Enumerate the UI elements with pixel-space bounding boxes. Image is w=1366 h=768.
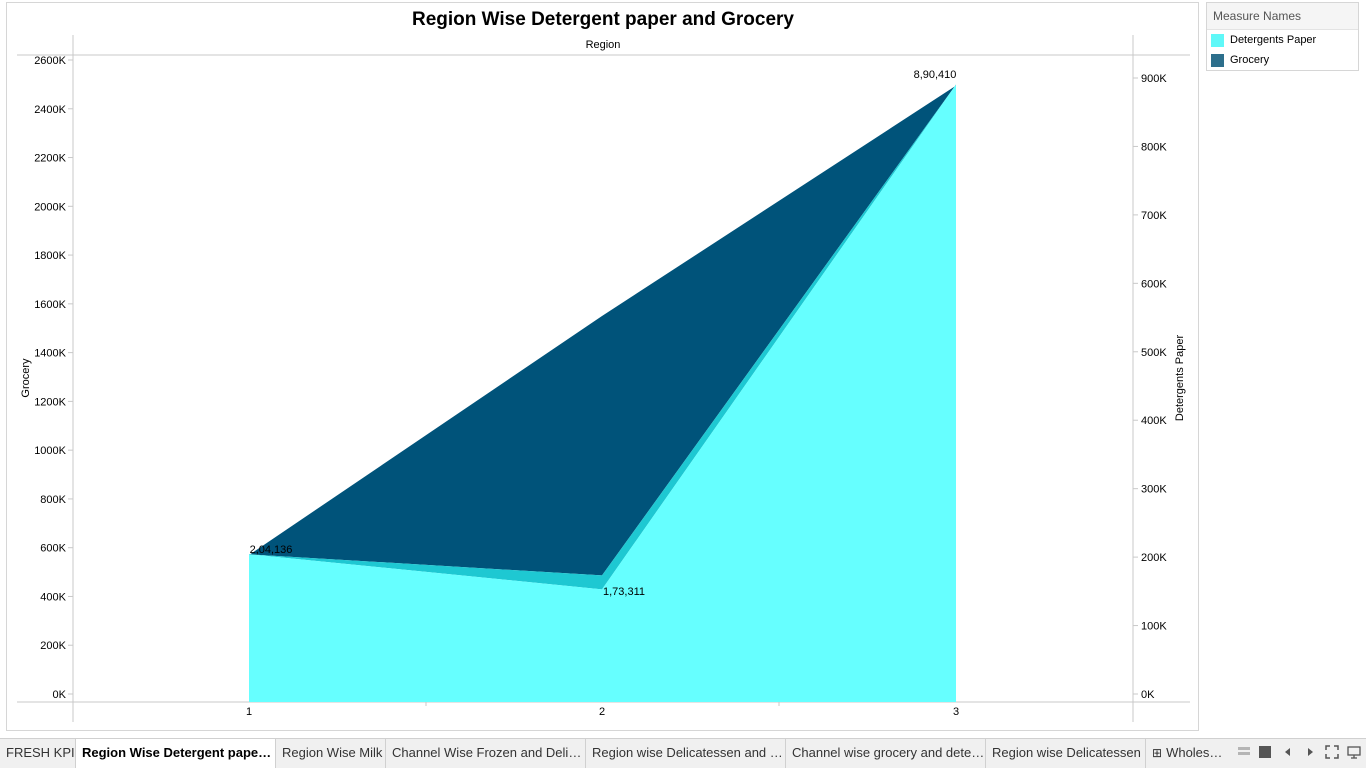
right-tick-label: 100K [1141,621,1167,633]
detergents-paper-area[interactable] [249,84,956,702]
right-tick-label: 0K [1141,689,1155,701]
legend-label: Grocery [1230,54,1270,66]
tab-wholesale[interactable]: ⊞ Wholesale [1146,739,1224,768]
tab-region-wise-delicatessen[interactable]: Region wise Delicatessen [986,739,1146,768]
tab-region-wise-delicatessen-and[interactable]: Region wise Delicatessen and D... [586,739,786,768]
x-tick-label: 1 [246,706,252,718]
x-axis-header: Region [586,39,621,51]
data-label: 8,90,410 [914,69,957,81]
prev-icon[interactable] [1280,745,1296,761]
left-tick-label: 400K [40,591,66,603]
sheet-tab-bar: FRESH KPI Region Wise Detergent paper a.… [0,738,1366,768]
data-label: 2,04,136 [250,544,293,556]
left-tick-label: 2000K [34,201,66,213]
right-tick-label: 900K [1141,73,1167,85]
right-tick-label: 400K [1141,415,1167,427]
grid-view-icon[interactable] [1236,745,1252,761]
present-icon[interactable] [1346,745,1362,761]
y-axis-left-label: Grocery [20,358,32,398]
dashboard-icon: ⊞ [1152,746,1163,760]
left-tick-label: 1400K [34,348,66,360]
left-tick-label: 1000K [34,445,66,457]
tab-fresh-kpi[interactable]: FRESH KPI [0,739,76,768]
left-tick-label: 0K [53,689,67,701]
left-tick-label: 2400K [34,104,66,116]
tab-channel-wise-frozen[interactable]: Channel Wise Frozen and Delica... [386,739,586,768]
left-tick-label: 2600K [34,55,66,67]
tab-region-wise-detergent-paper[interactable]: Region Wise Detergent paper a... [76,739,276,768]
grocery-area[interactable] [249,84,956,576]
tab-channel-wise-grocery[interactable]: Channel wise grocery and deter... [786,739,986,768]
next-icon[interactable] [1302,745,1318,761]
single-view-icon[interactable] [1257,745,1273,761]
legend-title: Measure Names [1207,3,1358,30]
right-tick-label: 800K [1141,141,1167,153]
left-tick-label: 800K [40,494,66,506]
tab-label: Wholesale [1166,745,1224,760]
left-tick-label: 1600K [34,299,66,311]
area-chart[interactable]: Region Wise Detergent paper and Grocery … [0,0,1200,735]
right-tick-label: 600K [1141,278,1167,290]
legend-swatch-grocery [1211,53,1224,67]
right-tick-label: 700K [1141,210,1167,222]
chart-title: Region Wise Detergent paper and Grocery [412,9,794,30]
dashboard-viz: Region Wise Detergent paper and Grocery … [0,0,1359,735]
plot-area: 0K200K400K600K800K1000K1200K1400K1600K18… [17,35,1190,722]
data-label: 1,73,311 [603,586,645,598]
right-tick-label: 200K [1141,552,1167,564]
x-tick-label: 3 [953,706,959,718]
legend-item-grocery[interactable]: Grocery [1207,50,1358,70]
left-tick-label: 200K [40,640,66,652]
right-tick-label: 500K [1141,347,1167,359]
x-tick-label: 2 [599,706,605,718]
left-tick-label: 1200K [34,396,66,408]
y-axis-right-label: Detergents Paper [1174,335,1186,422]
legend-swatch-detergents-paper [1211,33,1224,47]
fullscreen-icon[interactable] [1324,745,1340,761]
left-tick-label: 1800K [34,250,66,262]
legend-item-detergents-paper[interactable]: Detergents Paper [1207,30,1358,50]
legend-label: Detergents Paper [1230,34,1317,46]
right-tick-label: 300K [1141,484,1167,496]
left-tick-label: 2200K [34,153,66,165]
legend: Measure Names Detergents Paper Grocery [1206,2,1359,71]
tab-region-wise-milk[interactable]: Region Wise Milk [276,739,386,768]
left-tick-label: 600K [40,543,66,555]
